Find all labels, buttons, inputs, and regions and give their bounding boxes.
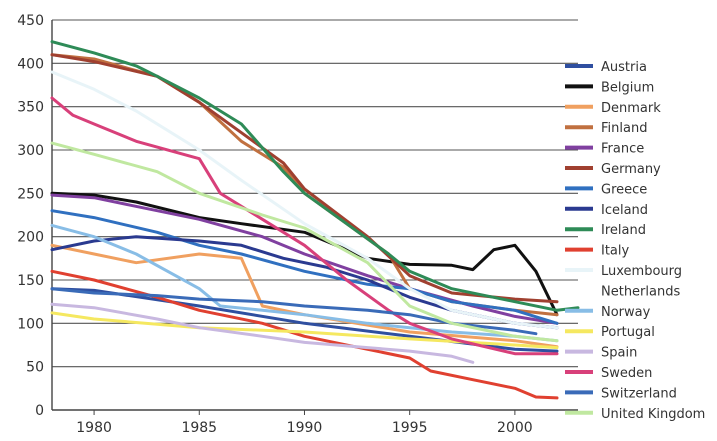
legend-label: Austria xyxy=(601,60,647,75)
legend-label: Germany xyxy=(601,162,661,177)
legend-label: France xyxy=(601,142,644,157)
legend-label: United Kingdom xyxy=(601,407,705,422)
legend-label: Ireland xyxy=(601,223,646,238)
x-tick-label: 2000 xyxy=(497,420,533,436)
y-tick-label: 350 xyxy=(17,100,44,116)
legend: Austria Belgium Denmark Finland France German… xyxy=(565,60,705,422)
y-tick-label: 150 xyxy=(17,273,44,289)
series-line-denmark xyxy=(50,243,559,349)
y-tick-label: 400 xyxy=(17,56,44,72)
axes: 0 50 100 150 200 250 300 350 400 450 1980 1985 1990 1… xyxy=(17,13,532,436)
y-tick-label: 50 xyxy=(26,360,44,376)
x-tick-label: 1985 xyxy=(181,420,217,436)
legend-label: Denmark xyxy=(601,101,661,116)
series-line-france xyxy=(50,193,559,325)
x-tick-label: 1995 xyxy=(392,420,428,436)
legend-label: Sweden xyxy=(601,366,652,381)
legend-label: Netherlands xyxy=(601,284,680,299)
legend-label: Spain xyxy=(601,346,637,361)
series-line-spain xyxy=(50,302,475,364)
series-line-italy xyxy=(50,269,559,400)
y-tick-label: 300 xyxy=(17,143,44,159)
y-tick-label: 450 xyxy=(17,13,44,29)
series-line-belgium xyxy=(50,191,559,317)
y-tick-label: 200 xyxy=(17,230,44,246)
legend-label: Luxembourg xyxy=(601,264,682,279)
series-line-ireland xyxy=(50,40,580,312)
y-tick-label: 250 xyxy=(17,186,44,202)
series-line-norway xyxy=(50,223,559,343)
legend-label: Iceland xyxy=(601,203,648,218)
legend-label: Switzerland xyxy=(601,386,677,401)
legend-label: Finland xyxy=(601,121,647,136)
series-line-portugal xyxy=(50,311,559,350)
series-line-finland xyxy=(50,53,559,317)
series-line-united-kingdom xyxy=(50,141,559,343)
series-line-greece xyxy=(50,209,559,325)
y-tick-label: 0 xyxy=(35,403,44,419)
legend-label: Portugal xyxy=(601,325,655,340)
series-lines xyxy=(50,40,580,400)
legend-label: Norway xyxy=(601,305,651,320)
series-line-germany xyxy=(50,53,559,304)
x-tick-label: 1990 xyxy=(287,420,323,436)
legend-label: Italy xyxy=(601,244,630,259)
legend-label: Belgium xyxy=(601,80,654,95)
legend-label: Greece xyxy=(601,182,647,197)
series-line-luxembourg xyxy=(50,70,559,330)
x-tick-label: 1980 xyxy=(76,420,112,436)
series-line-switzerland xyxy=(50,287,538,336)
y-tick-label: 100 xyxy=(17,316,44,332)
series-line-austria xyxy=(50,287,559,353)
series-line-sweden xyxy=(50,96,559,356)
